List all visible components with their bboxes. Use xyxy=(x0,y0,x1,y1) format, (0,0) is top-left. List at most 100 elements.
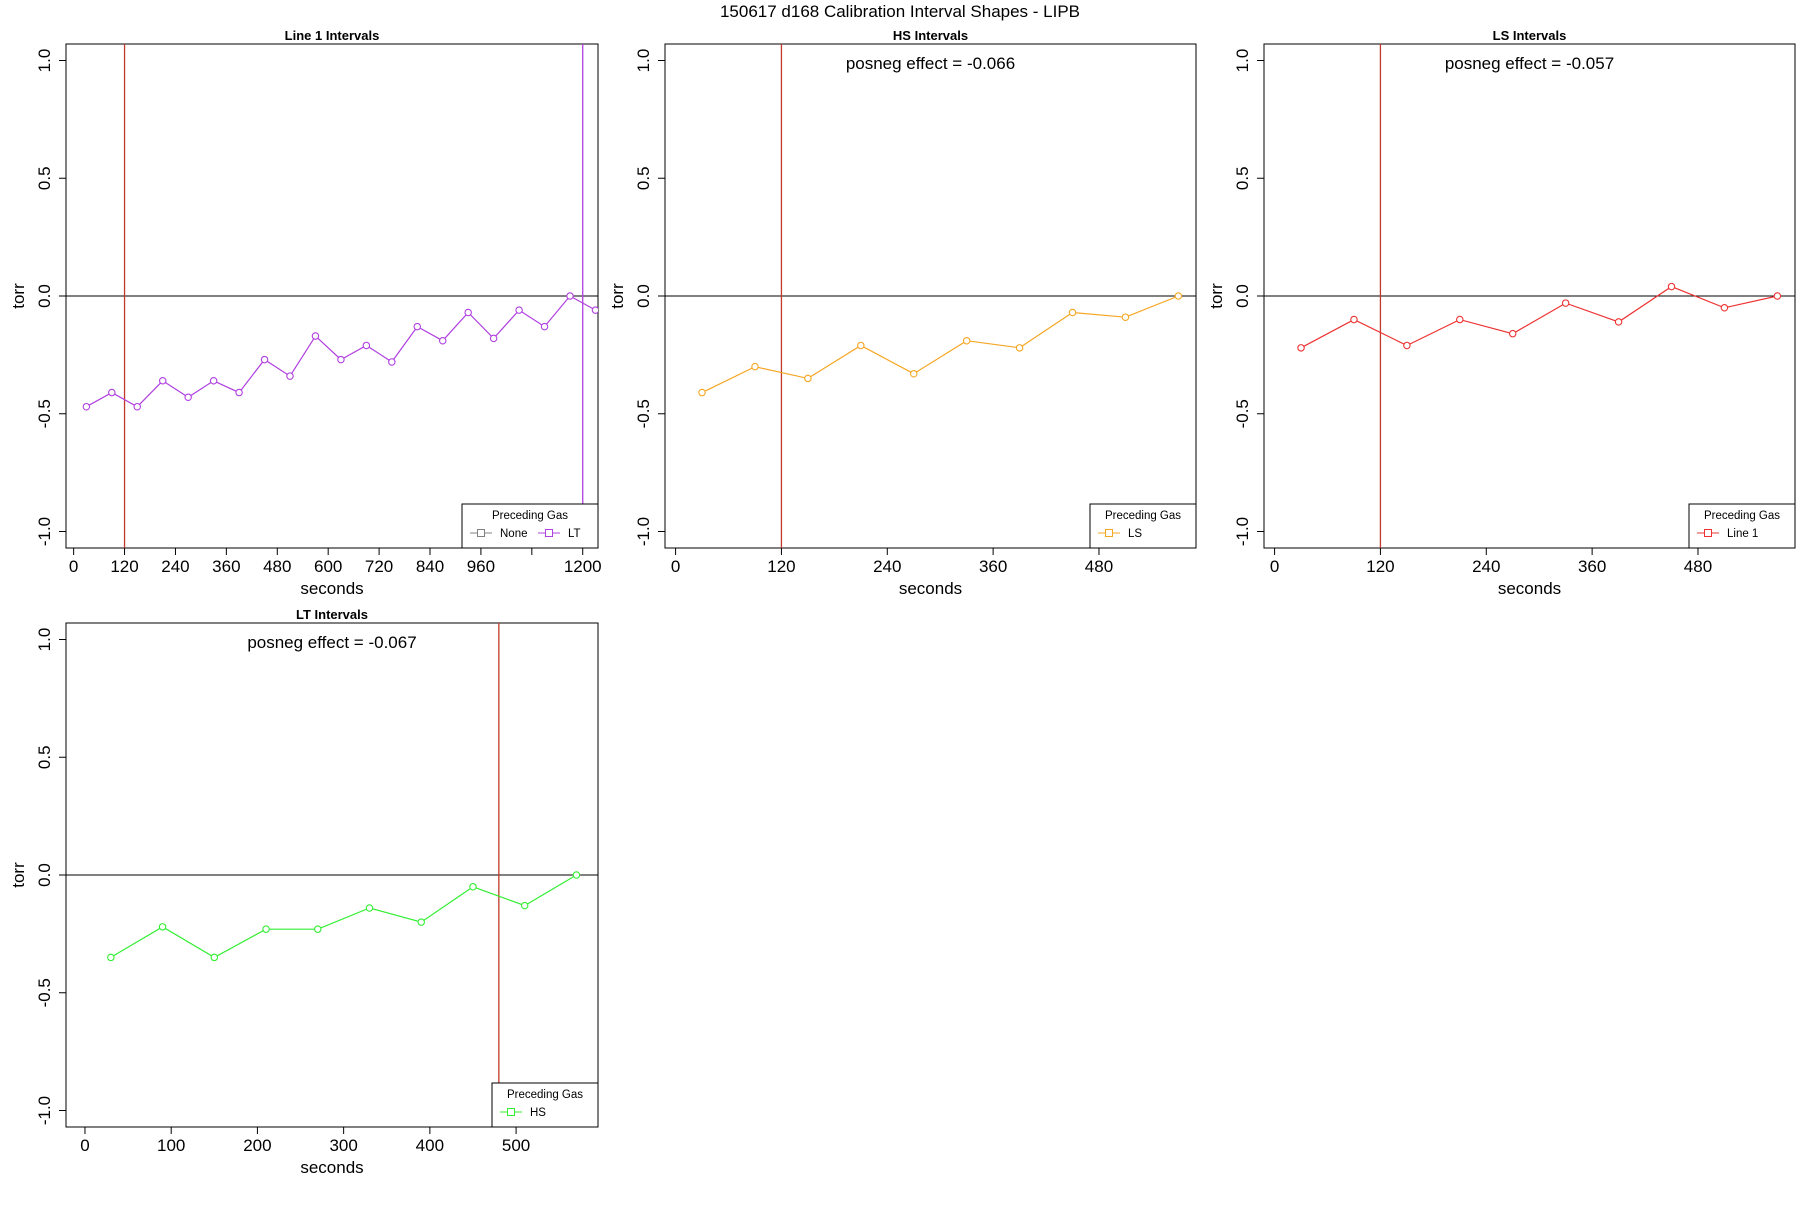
legend-title: Preceding Gas xyxy=(507,1089,583,1101)
data-point xyxy=(438,336,447,345)
data-point xyxy=(1667,282,1676,291)
x-axis-label: seconds xyxy=(899,579,962,598)
data-point xyxy=(540,322,549,331)
y-tick-label: 1.0 xyxy=(1233,49,1252,73)
posneg-annotation: posneg effect = -0.066 xyxy=(846,54,1015,73)
y-tick-label: 0.0 xyxy=(35,284,54,308)
panel-title: HS Intervals xyxy=(893,28,968,43)
x-tick-label: 0 xyxy=(671,557,680,576)
chart-panel-4: LT Intervals 0 100 200 300 400 500 seconds -1.0 -… xyxy=(9,607,599,1177)
y-tick-label: 0.5 xyxy=(1233,166,1252,190)
data-point xyxy=(489,334,498,343)
x-tick-label: 360 xyxy=(1578,557,1606,576)
y-tick-label: 1.0 xyxy=(35,49,54,73)
data-point xyxy=(1174,292,1183,300)
posneg-annotation: posneg effect = -0.067 xyxy=(247,633,416,652)
x-tick-label: 100 xyxy=(157,1136,185,1155)
legend-title: Preceding Gas xyxy=(492,510,568,522)
data-point xyxy=(286,372,294,380)
x-tick-label: 120 xyxy=(110,557,138,576)
data-point xyxy=(108,388,116,397)
panel-title: Line 1 Intervals xyxy=(285,28,380,43)
data-point xyxy=(572,871,581,879)
x-tick-label: 400 xyxy=(416,1136,444,1155)
data-point xyxy=(1015,344,1024,352)
data-point xyxy=(909,369,918,378)
x-tick-label: 960 xyxy=(467,557,495,576)
y-tick-label: 1.0 xyxy=(35,628,54,652)
data-point xyxy=(591,306,598,314)
y-axis-label: torr xyxy=(1207,283,1226,309)
data-point xyxy=(1350,315,1358,324)
data-point xyxy=(751,362,759,371)
x-tick-label: 120 xyxy=(1366,557,1394,576)
y-tick-label: -1.0 xyxy=(35,1096,54,1125)
series-line-line-1 xyxy=(1300,285,1778,349)
legend-swatch-marker xyxy=(477,529,485,537)
legend-label: LT xyxy=(568,528,581,540)
x-axis-label: seconds xyxy=(300,579,363,598)
legend-title: Preceding Gas xyxy=(1105,510,1181,522)
x-tick-label: 200 xyxy=(243,1136,271,1155)
y-tick-label: -0.5 xyxy=(1233,399,1252,428)
data-point xyxy=(311,332,320,340)
data-point xyxy=(235,388,243,397)
y-tick-label: 1.0 xyxy=(634,49,653,73)
data-point xyxy=(365,904,374,912)
data-point xyxy=(1068,308,1077,317)
x-tick-label: 240 xyxy=(1472,557,1500,576)
data-point xyxy=(1561,299,1570,307)
y-tick-label: -0.5 xyxy=(35,399,54,428)
x-tick-label: 480 xyxy=(1085,557,1113,576)
legend-swatch-marker xyxy=(507,1108,515,1116)
x-tick-label: 360 xyxy=(979,557,1007,576)
data-point xyxy=(1614,318,1623,326)
y-tick-label: -1.0 xyxy=(634,517,653,546)
data-point xyxy=(260,355,269,364)
legend-label: HS xyxy=(530,1107,546,1119)
data-point xyxy=(515,306,523,314)
legend-box xyxy=(491,1082,599,1128)
data-point xyxy=(464,308,472,317)
data-point xyxy=(698,388,706,397)
data-point xyxy=(1403,341,1411,350)
x-tick-label: 0 xyxy=(80,1136,89,1155)
y-tick-label: 0.5 xyxy=(35,166,54,190)
legend-swatch-marker xyxy=(1105,529,1113,537)
data-point xyxy=(314,925,322,933)
data-point xyxy=(417,918,425,926)
data-point xyxy=(1121,313,1130,321)
data-point xyxy=(133,402,142,411)
chart-panel-3: LS Intervals 0 120 240 360 480 seconds -1.0 -0.5… xyxy=(1207,28,1796,598)
y-tick-label: 0.0 xyxy=(35,863,54,887)
y-axis-label: torr xyxy=(608,283,627,309)
data-point xyxy=(337,355,345,364)
series-group xyxy=(82,292,598,411)
legend-swatch-marker xyxy=(1704,529,1712,537)
legend-label: None xyxy=(500,528,528,540)
y-tick-label: 0.5 xyxy=(35,745,54,769)
data-point xyxy=(362,341,371,350)
data-point xyxy=(857,341,865,350)
series-line-hs xyxy=(110,874,577,959)
x-tick-label: 240 xyxy=(161,557,189,576)
series-group xyxy=(1297,282,1782,352)
data-point xyxy=(82,402,91,411)
data-point xyxy=(158,923,167,931)
data-point xyxy=(184,393,192,402)
panel-title: LT Intervals xyxy=(296,607,368,622)
data-point xyxy=(1720,304,1729,312)
y-tick-label: -1.0 xyxy=(35,517,54,546)
x-tick-label: 300 xyxy=(329,1136,357,1155)
data-point xyxy=(262,925,270,933)
x-tick-label: 480 xyxy=(263,557,291,576)
x-axis-label: seconds xyxy=(300,1158,363,1177)
x-tick-label: 600 xyxy=(314,557,342,576)
x-tick-label: 120 xyxy=(767,557,795,576)
posneg-annotation: posneg effect = -0.057 xyxy=(1445,54,1614,73)
x-tick-label: 0 xyxy=(1270,557,1279,576)
data-point xyxy=(1508,329,1517,338)
legend-swatch-marker xyxy=(545,529,553,537)
data-point xyxy=(1456,315,1464,324)
